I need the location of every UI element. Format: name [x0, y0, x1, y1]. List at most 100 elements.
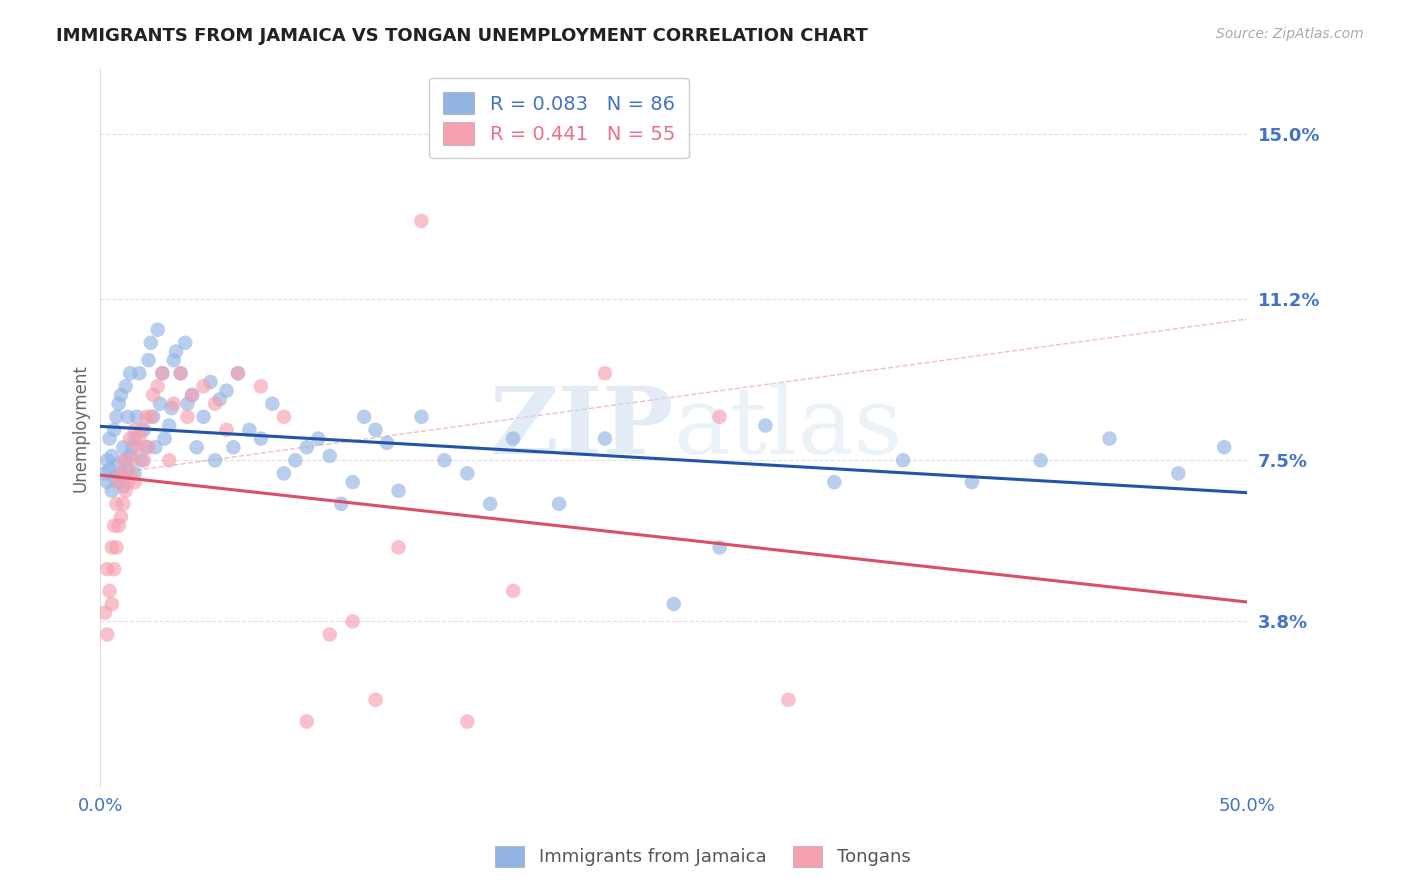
Point — [181, 388, 204, 402]
Point — [823, 475, 845, 489]
Point — [208, 392, 231, 407]
Point — [145, 440, 167, 454]
Point — [94, 467, 117, 481]
Point — [124, 432, 146, 446]
Point — [121, 453, 143, 467]
Point — [250, 432, 273, 446]
Point — [120, 449, 142, 463]
Point — [124, 475, 146, 489]
Point — [200, 375, 222, 389]
Point — [114, 483, 136, 498]
Point — [98, 583, 121, 598]
Point — [105, 541, 128, 555]
Point — [125, 440, 148, 454]
Point — [273, 467, 295, 481]
Point — [456, 467, 478, 481]
Point — [163, 353, 186, 368]
Point — [181, 388, 204, 402]
Point — [105, 497, 128, 511]
Point — [456, 714, 478, 729]
Point — [284, 453, 307, 467]
Point — [215, 384, 238, 398]
Point — [107, 475, 129, 489]
Point — [411, 409, 433, 424]
Point — [330, 497, 353, 511]
Point — [662, 597, 685, 611]
Point — [120, 467, 142, 481]
Point — [754, 418, 776, 433]
Point — [157, 453, 180, 467]
Point — [295, 440, 318, 454]
Point — [117, 462, 139, 476]
Point — [120, 366, 142, 380]
Point — [204, 453, 226, 467]
Point — [226, 366, 249, 380]
Point — [117, 475, 139, 489]
Point — [146, 323, 169, 337]
Point — [94, 606, 117, 620]
Point — [163, 397, 186, 411]
Point — [139, 335, 162, 350]
Point — [114, 379, 136, 393]
Point — [193, 409, 215, 424]
Point — [433, 453, 456, 467]
Point — [124, 467, 146, 481]
Point — [502, 583, 524, 598]
Point — [593, 366, 616, 380]
Point — [142, 409, 165, 424]
Point — [411, 214, 433, 228]
Point — [479, 497, 502, 511]
Point — [226, 366, 249, 380]
Point — [96, 627, 118, 641]
Point — [215, 423, 238, 437]
Legend: R = 0.083   N = 86, R = 0.441   N = 55: R = 0.083 N = 86, R = 0.441 N = 55 — [429, 78, 689, 158]
Point — [1213, 440, 1236, 454]
Point — [96, 453, 118, 467]
Point — [128, 366, 150, 380]
Text: IMMIGRANTS FROM JAMAICA VS TONGAN UNEMPLOYMENT CORRELATION CHART: IMMIGRANTS FROM JAMAICA VS TONGAN UNEMPL… — [56, 27, 868, 45]
Point — [110, 510, 132, 524]
Text: atlas: atlas — [673, 383, 903, 473]
Point — [146, 379, 169, 393]
Point — [176, 409, 198, 424]
Point — [132, 423, 155, 437]
Point — [222, 440, 245, 454]
Point — [98, 432, 121, 446]
Point — [295, 714, 318, 729]
Point — [1167, 467, 1189, 481]
Point — [101, 449, 124, 463]
Point — [96, 475, 118, 489]
Point — [107, 397, 129, 411]
Point — [96, 562, 118, 576]
Point — [174, 335, 197, 350]
Point — [342, 615, 364, 629]
Text: Source: ZipAtlas.com: Source: ZipAtlas.com — [1216, 27, 1364, 41]
Point — [101, 597, 124, 611]
Point — [307, 432, 329, 446]
Point — [107, 475, 129, 489]
Point — [238, 423, 260, 437]
Point — [112, 479, 135, 493]
Point — [132, 453, 155, 467]
Point — [262, 397, 284, 411]
Point — [176, 397, 198, 411]
Point — [165, 344, 187, 359]
Point — [273, 409, 295, 424]
Point — [98, 462, 121, 476]
Point — [364, 692, 387, 706]
Point — [103, 562, 125, 576]
Point — [107, 518, 129, 533]
Point — [169, 366, 191, 380]
Point — [150, 366, 173, 380]
Point — [891, 453, 914, 467]
Point — [101, 541, 124, 555]
Point — [103, 471, 125, 485]
Point — [112, 453, 135, 467]
Point — [142, 388, 165, 402]
Point — [103, 518, 125, 533]
Point — [101, 483, 124, 498]
Point — [960, 475, 983, 489]
Point — [128, 432, 150, 446]
Point — [387, 483, 409, 498]
Point — [138, 440, 160, 454]
